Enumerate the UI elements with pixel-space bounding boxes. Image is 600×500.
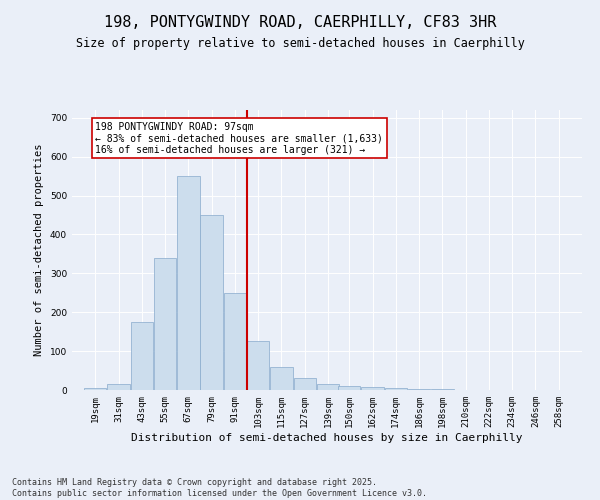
Bar <box>270 366 293 390</box>
Bar <box>154 258 176 390</box>
Bar <box>177 176 199 390</box>
Bar <box>431 389 454 390</box>
Bar <box>338 386 361 390</box>
Bar <box>361 387 384 390</box>
Bar <box>200 215 223 390</box>
Bar <box>317 384 339 390</box>
Bar <box>385 388 407 390</box>
Text: 198, PONTYGWINDY ROAD, CAERPHILLY, CF83 3HR: 198, PONTYGWINDY ROAD, CAERPHILLY, CF83 … <box>104 15 496 30</box>
Text: 198 PONTYGWINDY ROAD: 97sqm
← 83% of semi-detached houses are smaller (1,633)
16: 198 PONTYGWINDY ROAD: 97sqm ← 83% of sem… <box>95 122 383 155</box>
Bar <box>84 388 106 390</box>
Bar <box>293 378 316 390</box>
Bar <box>131 322 153 390</box>
X-axis label: Distribution of semi-detached houses by size in Caerphilly: Distribution of semi-detached houses by … <box>131 432 523 442</box>
Bar <box>247 342 269 390</box>
Text: Contains HM Land Registry data © Crown copyright and database right 2025.
Contai: Contains HM Land Registry data © Crown c… <box>12 478 427 498</box>
Bar <box>408 389 430 390</box>
Bar <box>107 384 130 390</box>
Y-axis label: Number of semi-detached properties: Number of semi-detached properties <box>34 144 44 356</box>
Text: Size of property relative to semi-detached houses in Caerphilly: Size of property relative to semi-detach… <box>76 38 524 51</box>
Bar <box>224 293 246 390</box>
